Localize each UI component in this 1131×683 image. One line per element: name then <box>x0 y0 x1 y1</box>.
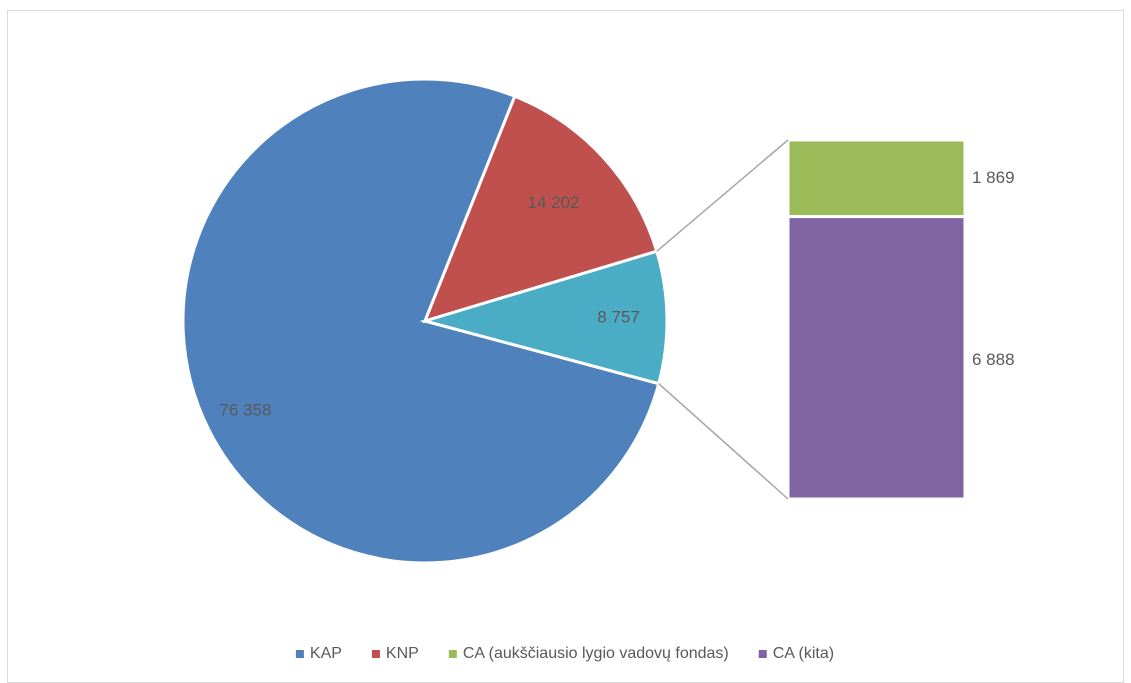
legend-label: CA (kita) <box>773 645 834 662</box>
connector-line <box>658 383 789 500</box>
data-label: 76 358 <box>219 400 271 419</box>
legend-swatch <box>295 650 304 658</box>
bar-segment <box>786 215 967 501</box>
legend-label: CA (aukščiausio lygio vadovų fondas) <box>463 645 729 662</box>
data-label: 1 869 <box>972 168 1015 187</box>
legend-swatch <box>448 650 457 658</box>
legend-swatch <box>371 650 380 658</box>
legend-label: KAP <box>310 645 342 662</box>
data-label: 6 888 <box>972 350 1015 369</box>
legend-label: KNP <box>386 645 419 662</box>
bar-segment <box>786 138 967 219</box>
legend-swatch <box>758 650 767 658</box>
data-label: 8 757 <box>597 308 640 327</box>
pie-slice <box>419 249 669 386</box>
pie-slice <box>422 94 659 324</box>
data-label: 14 202 <box>528 193 580 212</box>
connector-line <box>656 139 789 252</box>
